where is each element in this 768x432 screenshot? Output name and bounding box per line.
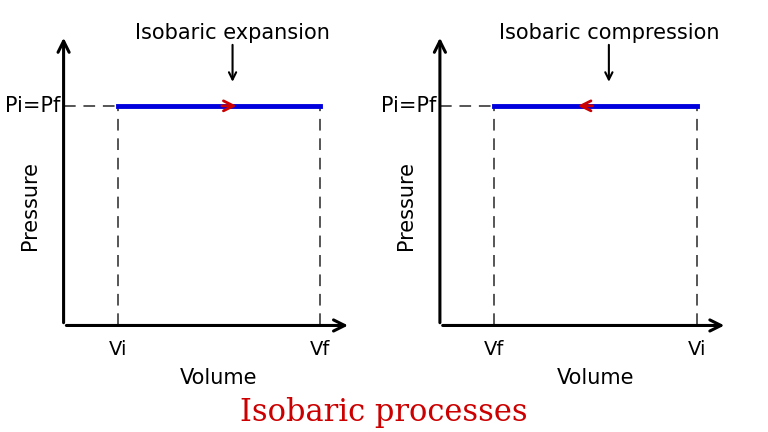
Text: Vi: Vi: [108, 340, 127, 359]
Text: Pi=Pf: Pi=Pf: [381, 96, 436, 116]
Text: Pressure: Pressure: [20, 161, 40, 250]
Text: Isobaric expansion: Isobaric expansion: [135, 22, 330, 43]
Text: Vf: Vf: [484, 340, 504, 359]
Text: Pi=Pf: Pi=Pf: [5, 96, 60, 116]
Text: Vi: Vi: [687, 340, 706, 359]
Text: Vf: Vf: [310, 340, 330, 359]
Text: Volume: Volume: [180, 368, 258, 388]
Text: Isobaric compression: Isobaric compression: [498, 22, 719, 43]
Text: Isobaric processes: Isobaric processes: [240, 397, 528, 428]
Text: Pressure: Pressure: [396, 161, 416, 250]
Text: Volume: Volume: [557, 368, 634, 388]
